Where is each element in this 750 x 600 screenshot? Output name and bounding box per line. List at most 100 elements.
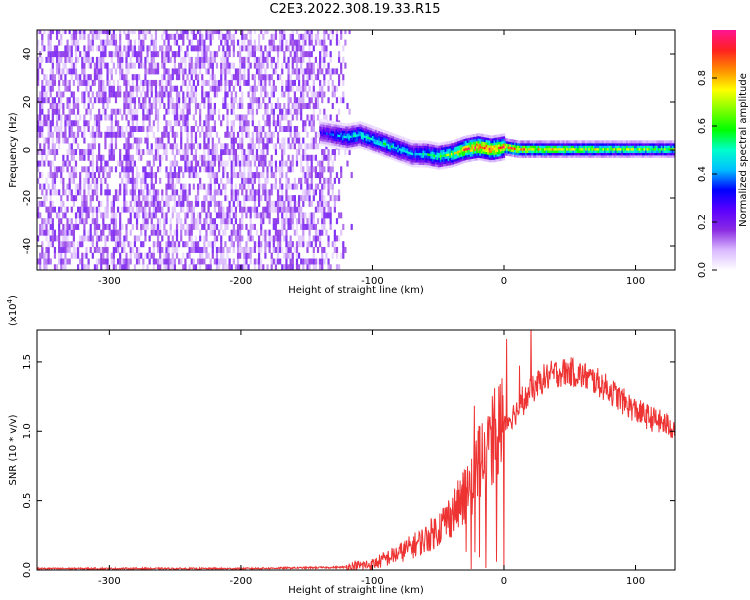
spectrogram-noise-cell — [68, 120, 71, 127]
spectrogram-noise-cell — [85, 264, 88, 270]
spectrogram-noise-cell — [51, 218, 54, 225]
spectrogram-noise-cell — [108, 154, 111, 161]
spectrogram-noise-cell — [234, 172, 238, 179]
spectrogram-noise-cell — [222, 56, 225, 63]
spectrogram-ridge-cell — [367, 136, 370, 140]
spectrogram-ridge-cell — [488, 144, 491, 148]
spectrogram-noise-cell — [203, 56, 206, 63]
spectrogram-ridge-cell — [457, 157, 460, 161]
spectrogram-ridge-cell — [476, 145, 479, 149]
spectrogram-ridge-cell — [454, 144, 457, 148]
spectrogram-noise-cell — [308, 154, 311, 161]
spectrogram-noise-cell — [232, 120, 235, 127]
spectrogram-noise-cell — [249, 195, 252, 202]
spectrogram-noise-cell — [72, 108, 75, 115]
spectrogram-noise-cell — [236, 200, 240, 207]
spectrogram-noise-cell — [55, 102, 59, 109]
spectrogram-ridge-cell — [341, 125, 345, 129]
spectrogram-noise-cell — [241, 126, 244, 132]
spectrogram-ridge-cell — [341, 142, 345, 146]
spectrogram-noise-cell — [186, 108, 189, 115]
spectrogram-noise-cell — [131, 126, 134, 132]
spectrogram-noise-cell — [49, 160, 52, 167]
spectrogram-noise-cell — [98, 33, 101, 40]
spectrogram-noise-cell — [62, 258, 65, 265]
spectrogram-noise-cell — [276, 102, 280, 109]
spectrogram-noise-cell — [135, 120, 139, 127]
spectrogram-noise-cell — [316, 206, 320, 213]
spectrogram-ridge-cell — [430, 146, 433, 150]
spectrogram-noise-cell — [125, 206, 128, 213]
spectrogram-noise-cell — [276, 120, 280, 127]
spectrogram-noise-cell — [243, 252, 246, 259]
spectrogram-noise-cell — [199, 68, 202, 75]
spectrogram-ridge-cell — [469, 134, 472, 138]
spectrogram-ridge-cell — [341, 137, 345, 141]
spectrogram-noise-cell — [60, 97, 63, 104]
spectrogram-ridge-cell — [340, 129, 343, 133]
spectrogram-ridge-cell — [454, 141, 457, 145]
spectrogram-noise-cell — [53, 235, 57, 242]
spectrogram-noise-cell — [129, 218, 132, 225]
spectrogram-ridge-cell — [468, 139, 471, 143]
spectrogram-noise-cell — [104, 223, 107, 230]
spectrogram-noise-cell — [310, 200, 313, 207]
spectrogram-noise-cell — [331, 91, 334, 98]
spectrogram-ridge-cell — [485, 144, 488, 148]
spectrogram-noise-cell — [83, 189, 86, 196]
spectrogram-noise-cell — [300, 223, 303, 230]
spectrogram-ridge-cell — [343, 142, 346, 146]
spectrogram-noise-cell — [43, 264, 46, 270]
spectrogram-noise-cell — [300, 160, 303, 167]
spectrogram-noise-cell — [239, 74, 242, 81]
spectrogram-ridge-cell — [379, 128, 383, 132]
spectrogram-noise-cell — [257, 102, 261, 109]
spectrogram-ridge-cell — [411, 142, 414, 146]
spectrogram-noise-cell — [253, 264, 256, 270]
spectrogram-noise-cell — [129, 229, 132, 236]
spectrogram-noise-cell — [348, 149, 351, 156]
spectrogram-noise-cell — [196, 51, 200, 58]
spectrogram-noise-cell — [112, 62, 115, 69]
spectrogram-ridge-cell — [354, 126, 357, 130]
spectrogram-noise-cell — [98, 131, 101, 138]
spectrogram-noise-cell — [209, 74, 212, 81]
spectrogram-ridge-cell — [395, 158, 398, 162]
spectrogram-ridge-cell — [512, 141, 515, 145]
spectrogram-ridge-cell — [487, 156, 490, 160]
spectrogram-noise-cell — [87, 39, 90, 46]
spectrogram-noise-cell — [196, 189, 200, 196]
spectrogram-ridge-cell — [400, 157, 403, 161]
spectrogram-noise-cell — [300, 212, 303, 219]
spectrogram-noise-cell — [180, 166, 183, 173]
spectrogram-noise-cell — [199, 102, 202, 109]
spectrogram-ridge-cell — [471, 134, 474, 138]
spectrogram-noise-cell — [89, 172, 92, 179]
spectrogram-noise-cell — [281, 91, 284, 98]
spectrogram-noise-cell — [116, 160, 120, 167]
spectrogram-noise-cell — [49, 206, 52, 213]
spectrogram-ridge-cell — [327, 122, 330, 126]
spectrogram-noise-cell — [121, 131, 124, 138]
spectrogram-noise-cell — [289, 183, 292, 190]
spectrogram-noise-cell — [215, 143, 219, 150]
spectrogram-noise-cell — [129, 177, 132, 184]
spectrogram-noise-cell — [287, 206, 290, 213]
spectrogram-noise-cell — [39, 149, 42, 156]
spectrogram-noise-cell — [62, 246, 65, 253]
spectrogram-noise-cell — [319, 189, 322, 196]
spectrogram-noise-cell — [148, 149, 151, 156]
spectrogram-ridge-cell — [389, 139, 392, 143]
spectrogram-noise-cell — [89, 74, 92, 81]
spectrogram-ridge-cell — [382, 132, 386, 136]
spectrogram-noise-cell — [226, 177, 229, 184]
spectrogram-noise-cell — [241, 154, 244, 161]
spectrogram-noise-cell — [175, 39, 179, 46]
spectrogram-noise-cell — [173, 114, 177, 121]
spectrogram-noise-cell — [249, 108, 252, 115]
spectrogram-ridge-cell — [449, 143, 452, 147]
spectrogram-noise-cell — [218, 189, 221, 196]
spectrogram-ridge-cell — [346, 133, 349, 137]
spectrogram-noise-cell — [279, 102, 282, 109]
spectrogram-noise-cell — [260, 85, 263, 92]
